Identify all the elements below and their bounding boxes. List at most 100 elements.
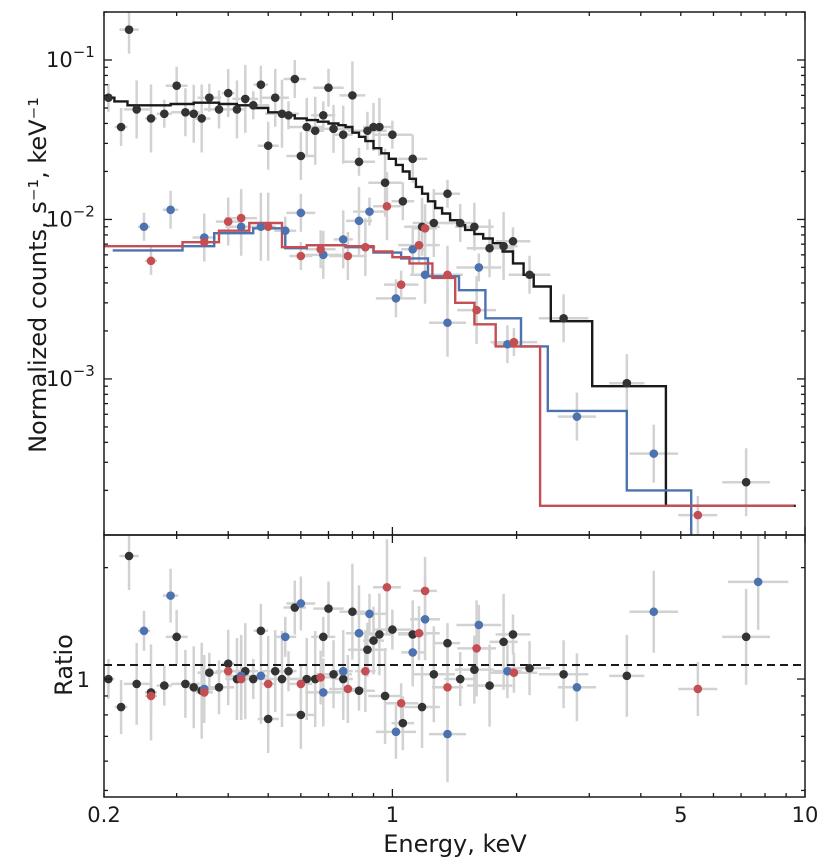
ratio-point-blue (280, 632, 290, 642)
ratio-point-black (124, 551, 134, 561)
counts-point-black (159, 109, 169, 119)
counts-point-red (414, 240, 424, 250)
counts-point-black (296, 151, 306, 161)
counts-point-blue (338, 235, 348, 244)
blue-model (112, 227, 693, 535)
ratio-point-blue (503, 666, 512, 676)
counts-point-black (485, 243, 494, 253)
counts-point-red (443, 270, 452, 280)
y-tick-label: 10−3 (46, 362, 95, 391)
counts-point-red (509, 337, 519, 347)
ratio-point-red (443, 682, 452, 692)
red-model (104, 221, 794, 507)
ratio-point-black (256, 626, 266, 636)
x-axis-label: Energy, keV (383, 830, 527, 858)
counts-point-black (443, 189, 452, 199)
ratio-point-black (277, 674, 287, 684)
counts-point-black (369, 122, 378, 132)
ratio-point-black (263, 714, 273, 724)
ratio-point-black (741, 632, 751, 642)
x-tick-label: 1 (386, 803, 399, 827)
counts-point-blue (503, 339, 512, 349)
ratio-point-black (443, 638, 452, 648)
ratio-point-black (172, 632, 181, 642)
ratio-point-black (417, 702, 427, 712)
counts-point-blue (572, 412, 582, 421)
ratio-point-black (369, 636, 378, 645)
counts-point-red (396, 280, 406, 289)
counts-point-red (296, 251, 306, 261)
counts-point-black (223, 88, 233, 98)
counts-point-black (470, 222, 479, 232)
ratio-point-red (382, 582, 392, 592)
ratio-point-red (509, 668, 519, 678)
counts-point-blue (420, 270, 430, 280)
counts-point-black (214, 105, 224, 114)
ratio-point-black (318, 632, 328, 642)
counts-point-blue (166, 205, 175, 215)
counts-point-black (248, 100, 258, 110)
x-tick-label: 5 (674, 803, 687, 827)
counts-point-black (622, 378, 632, 388)
ratio-point-red (146, 691, 156, 701)
counts-point-red (316, 244, 325, 254)
ratio-point-black (132, 679, 141, 689)
ratio-point-black (223, 659, 233, 669)
ratio-point-black (380, 691, 390, 701)
counts-point-black (388, 130, 397, 140)
ratio-point-red (472, 644, 481, 653)
ratio-point-red (414, 628, 424, 638)
counts-point-blue (443, 318, 452, 328)
counts-point-black (205, 93, 214, 103)
counts-point-black (290, 74, 300, 84)
counts-point-black (132, 105, 141, 114)
ratio-point-blue (139, 626, 149, 636)
counts-point-blue (391, 294, 401, 303)
ratio-point-black (622, 671, 632, 681)
ratio-point-black (363, 645, 372, 655)
counts-point-black (455, 218, 465, 228)
x-tick-label: 10 (792, 803, 819, 827)
counts-point-black (338, 130, 348, 140)
ratio-point-black (248, 674, 258, 684)
ratio-point-black (499, 637, 508, 647)
counts-point-black (197, 114, 206, 123)
black-model (104, 96, 796, 507)
y-axis-label-counts: Normalized counts, s⁻¹, keV⁻¹ (24, 97, 52, 453)
ratio-point-black (296, 710, 306, 720)
counts-point-black (172, 81, 181, 90)
counts-point-black (189, 109, 199, 119)
counts-point-black (284, 111, 293, 120)
counts-point-black (146, 114, 156, 123)
ratio-point-black (270, 666, 280, 676)
counts-point-black (240, 94, 250, 104)
counts-point-blue (354, 216, 364, 226)
counts-point-black (354, 157, 364, 167)
counts-panel: 10−1 10−2 10−3 (46, 11, 805, 535)
counts-point-black (181, 107, 190, 117)
ratio-point-red (420, 586, 430, 596)
counts-point-red (420, 224, 430, 233)
ratio-point-blue (256, 671, 266, 681)
counts-point-red (236, 213, 246, 223)
ratio-point-black (485, 681, 494, 690)
ratio-point-black (159, 681, 169, 690)
ratio-point-black (205, 668, 214, 678)
ratio-point-black (302, 674, 312, 684)
counts-point-red (343, 251, 353, 261)
ratio-point-red (316, 673, 325, 682)
counts-point-blue (408, 244, 418, 254)
ratio-point-black (189, 682, 199, 692)
counts-point-black (124, 25, 134, 34)
counts-point-blue (474, 263, 484, 272)
ratio-point-black (470, 665, 479, 674)
counts-point-black (116, 122, 126, 132)
ratio-point-blue (365, 609, 374, 619)
ratio-point-blue (572, 682, 582, 692)
ratio-point-black (214, 682, 224, 692)
ratio-point-blue (354, 628, 364, 638)
counts-point-blue (649, 449, 659, 458)
ratio-point-black (290, 603, 300, 612)
ratio-point-blue (474, 620, 484, 630)
ratio-point-black (375, 630, 384, 639)
